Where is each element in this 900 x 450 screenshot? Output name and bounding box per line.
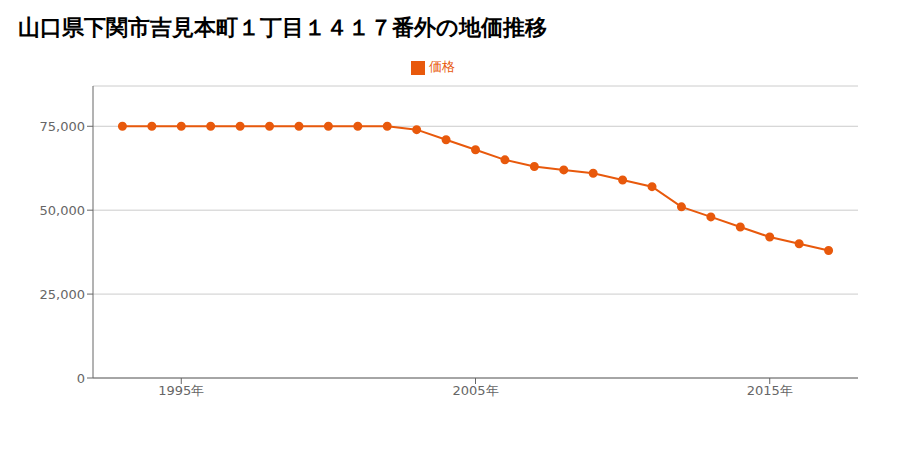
html-text:山口県下関市吉見本町１丁目１４１７番外の地価推移: 山口県下関市吉見本町１丁目１４１７番外の地価推移 [18, 15, 547, 40]
svg-text:2005年: 2005年 [452, 383, 498, 398]
svg-text:25,000: 25,000 [40, 287, 86, 302]
svg-text:50,000: 50,000 [40, 203, 86, 218]
svg-text:75,000: 75,000 [40, 119, 86, 134]
svg-text:0: 0 [77, 371, 85, 386]
svg-text:1995年: 1995年 [158, 383, 204, 398]
svg-text:2015年: 2015年 [747, 383, 793, 398]
html-text:価格: 価格 [429, 59, 455, 74]
